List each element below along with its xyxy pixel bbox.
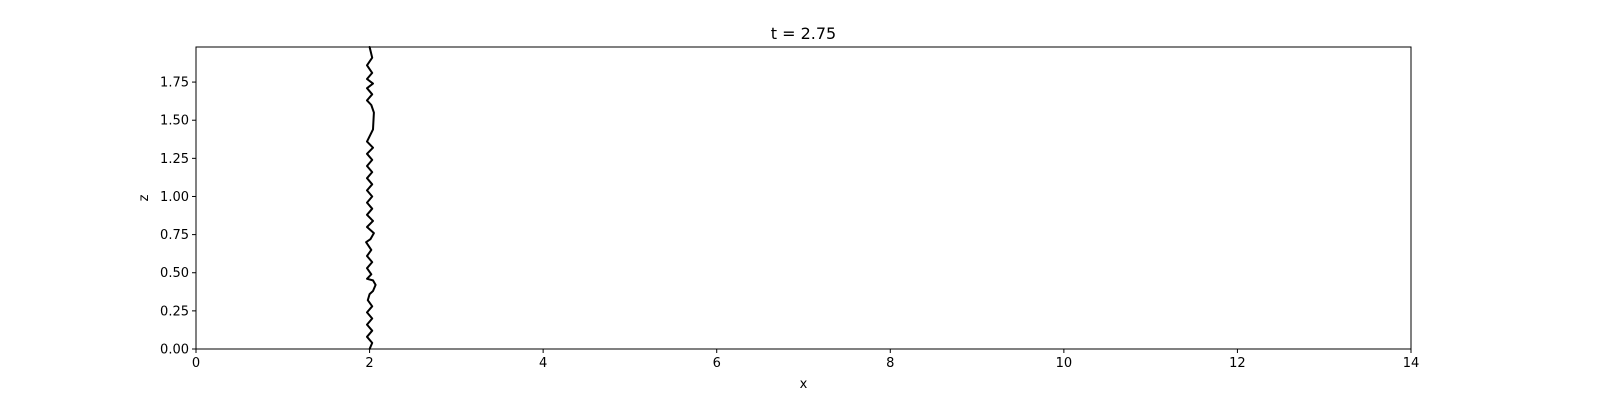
x-axis-label: x — [800, 377, 808, 392]
x-axis: 0 2 4 6 8 10 12 14 — [192, 349, 1419, 371]
y-tick-label: 1.25 — [160, 152, 189, 167]
plot-area — [195, 46, 1412, 350]
x-tick-label: 10 — [1056, 356, 1073, 371]
x-tick-label: 0 — [192, 356, 200, 371]
x-tick-label: 8 — [886, 356, 894, 371]
y-tick-label: 0.50 — [160, 266, 189, 281]
y-axis: 0.00 0.25 0.50 0.75 1.00 1.25 1.50 1.75 — [160, 76, 196, 358]
y-tick-label: 1.75 — [160, 76, 189, 91]
y-axis-label: z — [137, 194, 152, 201]
plot-background — [196, 47, 1411, 349]
y-tick-label: 0.25 — [160, 304, 189, 319]
y-tick-label: 1.00 — [160, 190, 189, 205]
x-tick-label: 14 — [1403, 356, 1420, 371]
plot-frame — [195, 46, 1412, 350]
series-line — [365, 46, 377, 350]
x-tick-label: 12 — [1229, 356, 1246, 371]
y-tick-label: 0.75 — [160, 228, 189, 243]
series-layer — [365, 46, 377, 350]
x-tick-label: 6 — [713, 356, 721, 371]
x-tick-label: 2 — [365, 356, 373, 371]
chart-title: t = 2.75 — [771, 24, 836, 43]
y-tick-label: 1.50 — [160, 114, 189, 129]
y-tick-label: 0.00 — [160, 343, 189, 358]
x-tick-label: 4 — [539, 356, 547, 371]
